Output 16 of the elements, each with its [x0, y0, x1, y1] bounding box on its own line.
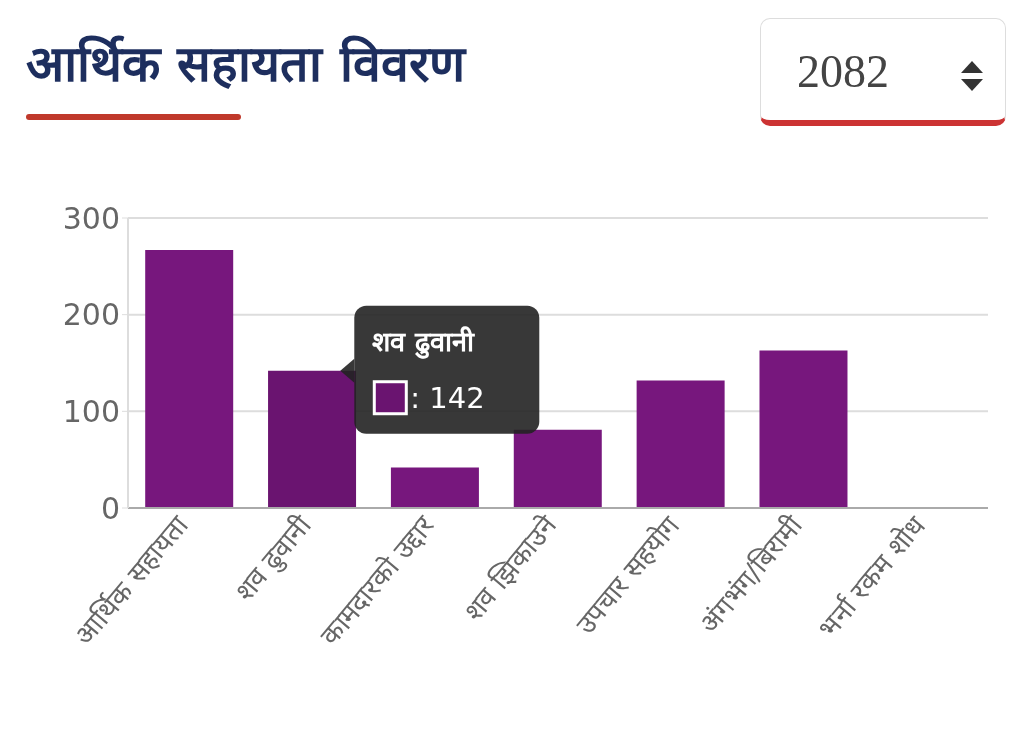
bar [636, 380, 725, 508]
x-tick-label: भर्ना रकम शोध [812, 509, 932, 644]
annotation: : 142 [410, 380, 485, 415]
y-tick-label: 100 [62, 393, 120, 429]
bar [145, 249, 234, 508]
annotation: शव ढुवानी [372, 325, 475, 359]
y-tick-label: 200 [62, 297, 120, 333]
y-tick-label: 300 [62, 200, 120, 236]
bar [390, 467, 479, 508]
bar [759, 350, 848, 508]
y-tick-label: 0 [100, 490, 120, 526]
bar [268, 370, 357, 508]
year-select[interactable]: 2082 [760, 18, 1006, 126]
tooltip-callout: शव ढुवानी : 142 [340, 305, 540, 434]
chart-title: आर्थिक सहायता विवरण [26, 34, 465, 95]
bar [513, 429, 602, 508]
